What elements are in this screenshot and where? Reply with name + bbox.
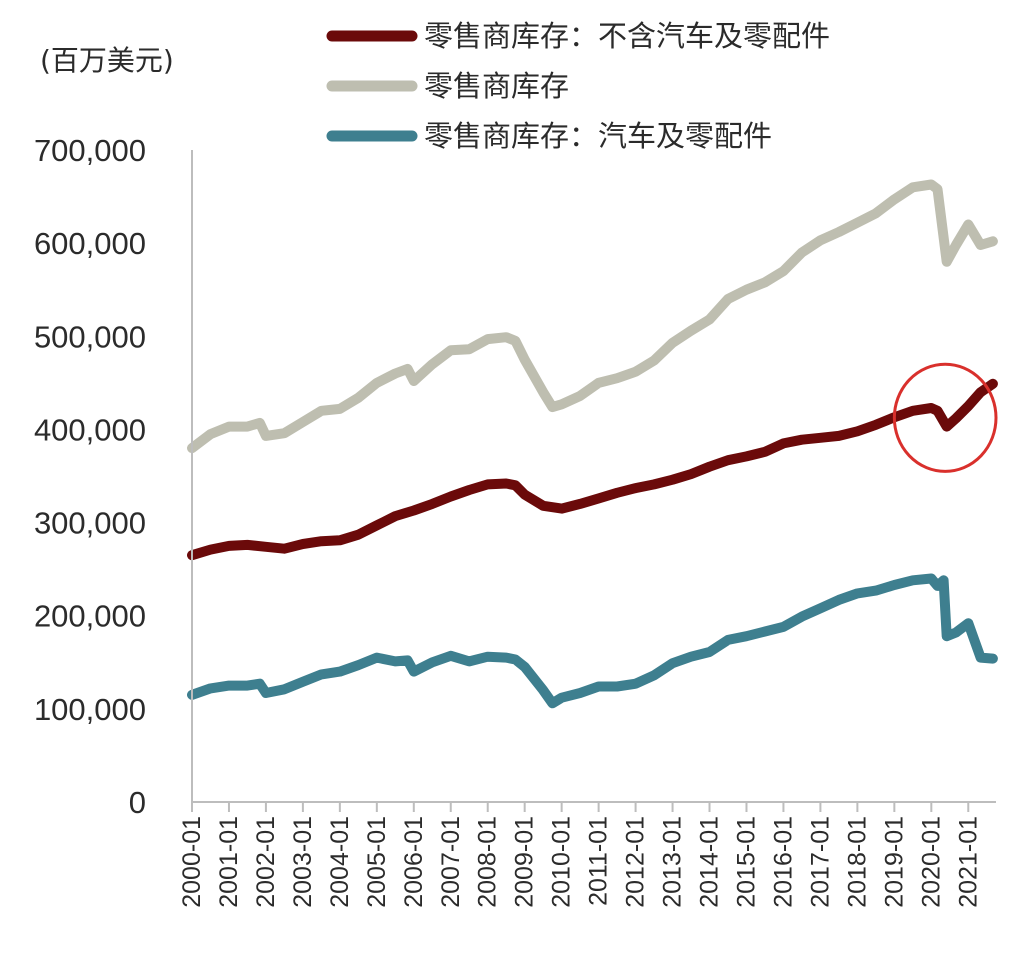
x-tick-label: 2019-01 bbox=[880, 816, 908, 908]
x-tick-label: 2020-01 bbox=[917, 816, 945, 908]
x-tick-label: 2010-01 bbox=[548, 816, 576, 908]
y-tick-label: 400,000 bbox=[34, 412, 146, 447]
y-tick-label: 0 bbox=[129, 785, 146, 820]
x-tick-label: 2006-01 bbox=[400, 816, 428, 908]
x-tick-label: 2001-01 bbox=[215, 816, 243, 908]
y-tick-label: 200,000 bbox=[34, 599, 146, 634]
x-tick-label: 2015-01 bbox=[732, 816, 760, 908]
x-tick-label: 2018-01 bbox=[843, 816, 871, 908]
x-tick-label: 2017-01 bbox=[806, 816, 834, 908]
y-tick-label: 700,000 bbox=[34, 133, 146, 168]
x-tick-label: 2011-01 bbox=[585, 816, 613, 906]
series-line-0 bbox=[187, 378, 998, 561]
y-tick-label: 100,000 bbox=[34, 692, 146, 727]
highlight-ellipse bbox=[892, 362, 998, 473]
x-tick-label: 2013-01 bbox=[659, 816, 687, 908]
y-tick-label: 600,000 bbox=[34, 226, 146, 261]
x-tick-label: 2002-01 bbox=[252, 816, 280, 908]
x-tick-label: 2005-01 bbox=[363, 816, 391, 908]
x-tick-label: 2000-01 bbox=[178, 816, 206, 908]
x-axis-ticks: 2000-01 2001-01 2002-01 2003-01 2004-01 2005-… bbox=[178, 802, 982, 908]
x-tick-label: 2021-01 bbox=[954, 816, 982, 908]
x-tick-label: 2014-01 bbox=[696, 816, 724, 908]
legend-label-2: 零售商库存：汽车及零配件 bbox=[424, 119, 772, 153]
x-tick-label: 2007-01 bbox=[437, 816, 465, 908]
legend-label-0: 零售商库存：不含汽车及零配件 bbox=[424, 19, 830, 53]
x-tick-label: 2003-01 bbox=[289, 816, 317, 908]
series-layer bbox=[187, 179, 998, 709]
series-line-2 bbox=[187, 573, 998, 709]
axes bbox=[191, 150, 996, 803]
x-tick-label: 2016-01 bbox=[769, 816, 797, 908]
x-tick-label: 2009-01 bbox=[511, 816, 539, 908]
y-tick-label: 500,000 bbox=[34, 319, 146, 354]
y-tick-label: 300,000 bbox=[34, 506, 146, 541]
unit-label: (百万美元) bbox=[40, 44, 174, 77]
x-tick-label: 2012-01 bbox=[622, 816, 650, 908]
highlight-layer bbox=[892, 362, 998, 473]
x-tick-label: 2008-01 bbox=[474, 816, 502, 908]
legend-label-1: 零售商库存 bbox=[424, 69, 569, 103]
x-tick-label: 2004-01 bbox=[326, 816, 354, 908]
y-axis-ticks: 0 100,000 200,000 300,000 400,000 500,000 600,… bbox=[34, 133, 146, 820]
series-line-1 bbox=[187, 179, 998, 454]
